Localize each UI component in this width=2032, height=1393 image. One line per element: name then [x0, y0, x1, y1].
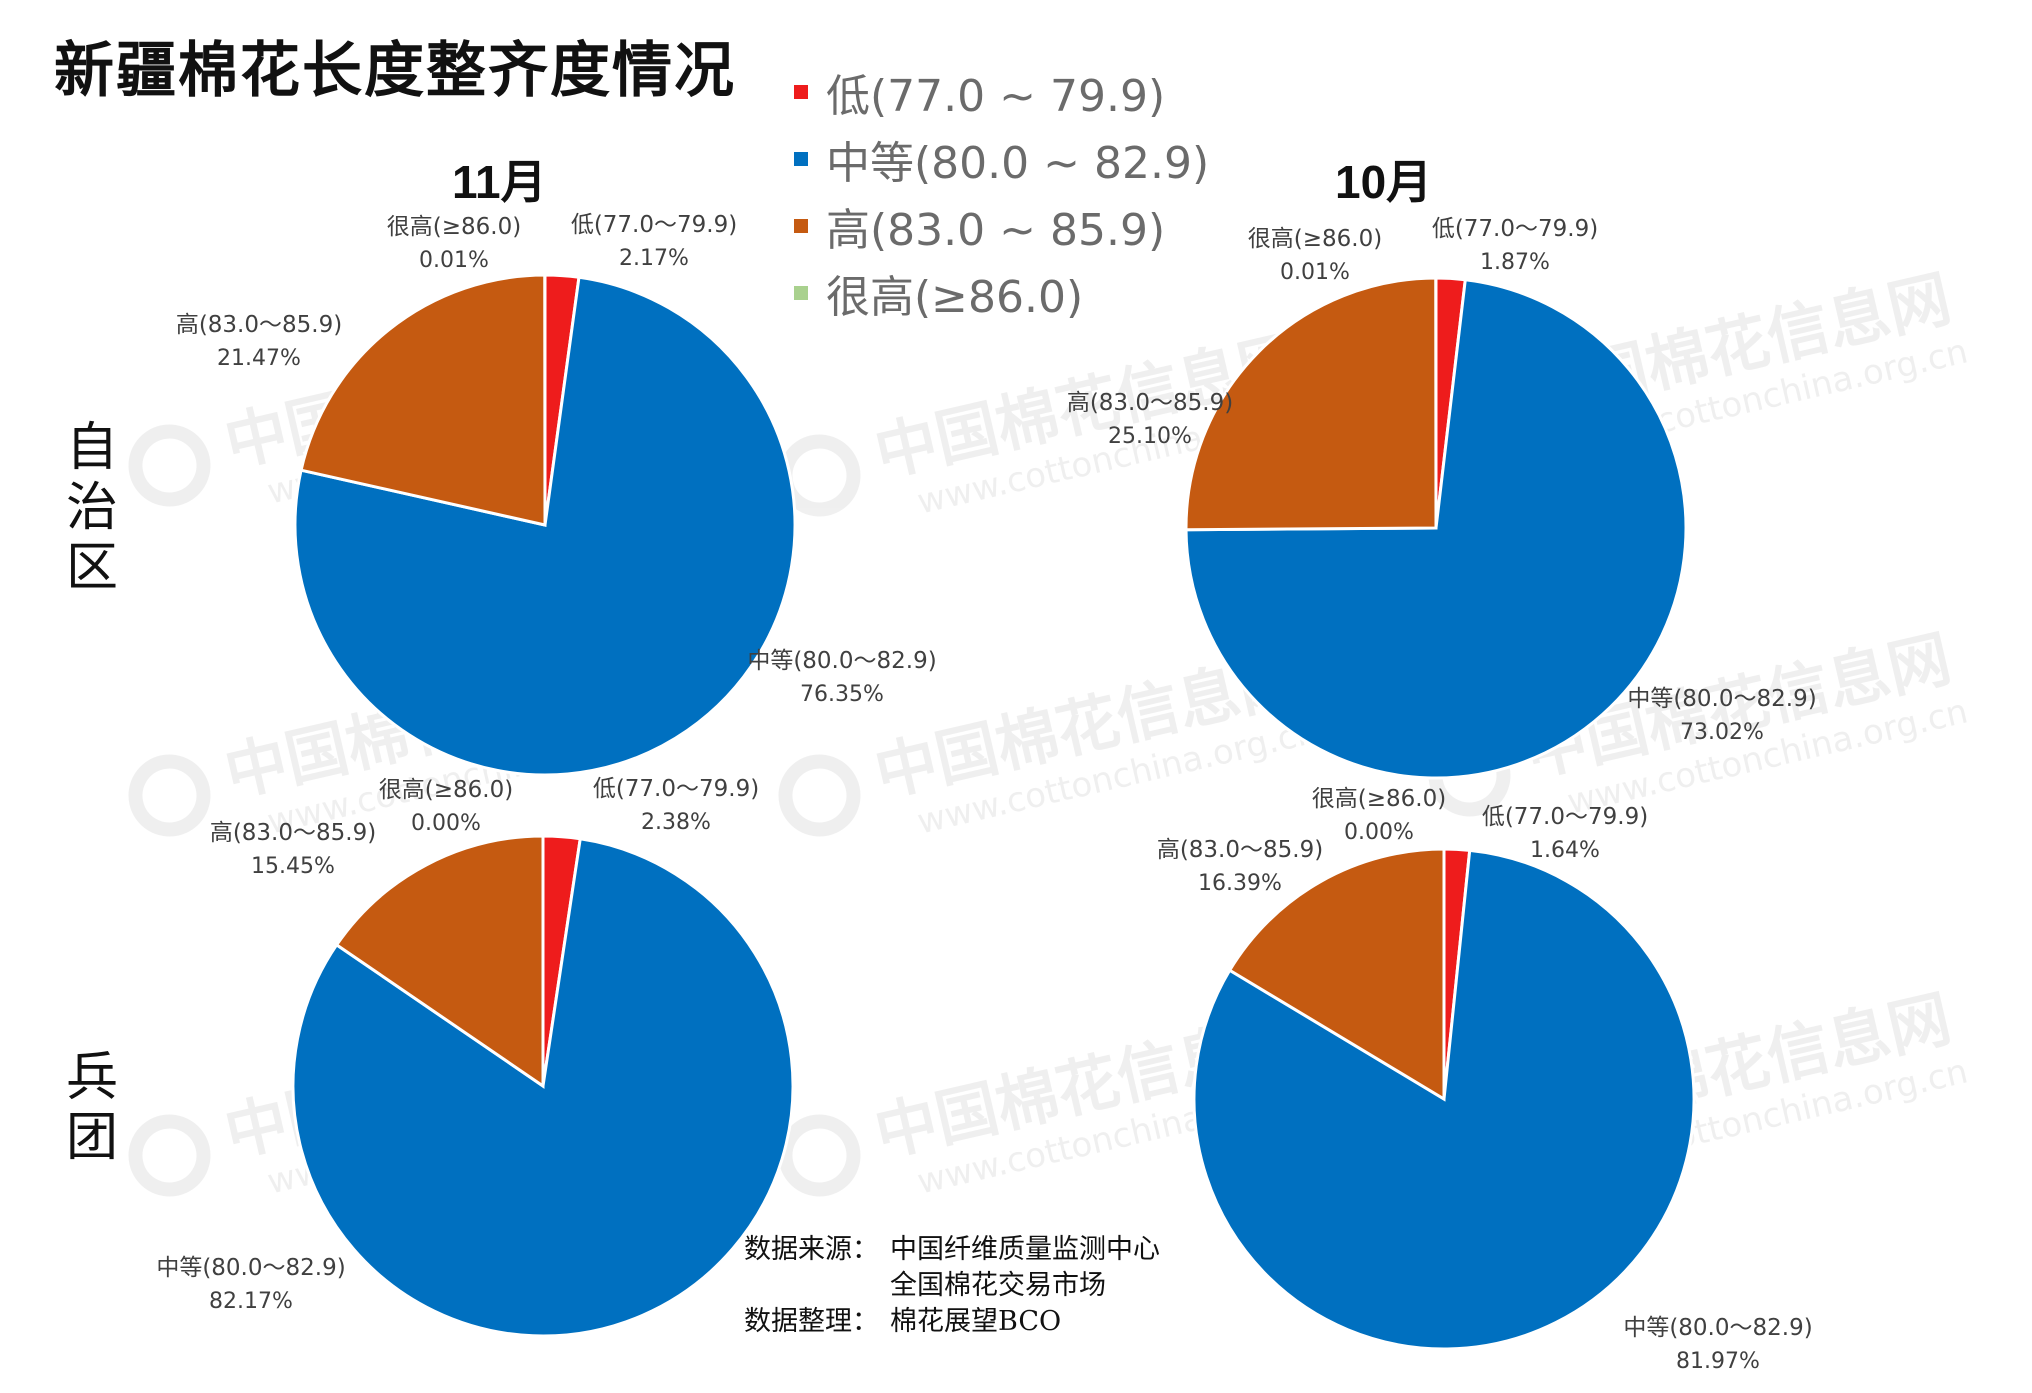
slice-value-label: 21.47% — [217, 346, 301, 371]
pie-chart: 低(77.0～79.9) 1.64% 中等(80.0～82.9) 81.97% 高(83… — [1157, 786, 1813, 1374]
pie-slice — [334, 834, 545, 1089]
row-label-text: 兵团 — [65, 1048, 118, 1168]
slice-value-label: 73.02% — [1680, 720, 1764, 745]
slice-value-label: 82.17% — [209, 1289, 293, 1314]
source-value: 全国棉花交易市场 — [890, 1270, 1106, 1301]
slice-value-label: 1.87% — [1480, 250, 1550, 275]
watermark-logo-icon — [778, 1114, 861, 1197]
slice-category-label: 中等(80.0～82.9) — [1623, 1315, 1812, 1341]
legend-label-low: 低(77.0 ~ 79.9) — [826, 70, 1166, 122]
slice-value-label: 2.17% — [619, 246, 689, 271]
data-source-note: 数据来源： 中国纤维质量监测中心 全国棉花交易市场 数据整理： 棉花展望BCO — [744, 1232, 1160, 1340]
slice-category-label: 中等(80.0～82.9) — [156, 1255, 345, 1281]
pie-slice — [1227, 847, 1446, 1102]
source-value: 棉花展望BCO — [890, 1306, 1062, 1337]
slice-value-label: 0.01% — [419, 248, 489, 273]
legend-item-low: 低(77.0 ~ 79.9) — [794, 58, 1209, 125]
pie-chart: 低(77.0～79.9) 2.38% 中等(80.0～82.9) 82.17% 高(83… — [156, 776, 795, 1338]
watermark-logo-icon — [778, 754, 861, 837]
slice-category-label: 高(83.0～85.9) — [1157, 837, 1323, 863]
source-row: 数据来源： 中国纤维质量监测中心 — [744, 1232, 1160, 1268]
slice-value-label: 25.10% — [1108, 424, 1192, 449]
slice-value-label: 16.39% — [1198, 871, 1282, 896]
row-label-autonomous-region: 自治区 — [62, 418, 122, 598]
watermark-logo-icon — [128, 754, 211, 837]
pie-chart: 低(77.0～79.9) 2.17% 中等(80.0～82.9) 76.35% 高(83… — [176, 212, 937, 777]
slice-category-label: 很高(≥86.0) — [379, 777, 513, 803]
row-label-bingtuan: 兵团 — [62, 1048, 122, 1168]
slice-category-label: 低(77.0～79.9) — [571, 212, 737, 238]
source-value: 中国纤维质量监测中心 — [890, 1234, 1160, 1265]
slice-category-label: 低(77.0～79.9) — [1482, 804, 1648, 830]
watermark-logo-icon — [128, 1114, 211, 1197]
slice-value-label: 0.00% — [411, 811, 481, 836]
slice-value-label: 15.45% — [251, 854, 335, 879]
pie-slice — [299, 273, 547, 527]
source-key: 数据整理： — [744, 1306, 879, 1337]
slice-value-label: 76.35% — [800, 682, 884, 707]
month-label-right: 10月 — [1335, 156, 1433, 208]
row-label-text: 自治区 — [65, 418, 118, 598]
slice-category-label: 中等(80.0～82.9) — [1627, 686, 1816, 712]
slice-category-label: 高(83.0～85.9) — [176, 312, 342, 338]
slice-category-label: 高(83.0～85.9) — [210, 820, 376, 846]
slice-value-label: 0.00% — [1344, 820, 1414, 845]
legend-label-medium: 中等(80.0 ~ 82.9) — [826, 137, 1210, 189]
slice-category-label: 很高(≥86.0) — [1248, 226, 1382, 252]
source-row: 数据整理： 棉花展望BCO — [744, 1304, 1160, 1340]
pie-layer: 低(77.0～79.9) 2.17% 中等(80.0～82.9) 76.35% 高(83… — [156, 212, 1816, 1374]
pie-slice — [1184, 276, 1438, 532]
slice-category-label: 中等(80.0～82.9) — [747, 648, 936, 674]
slice-category-label: 低(77.0～79.9) — [1432, 216, 1598, 242]
slice-category-label: 很高(≥86.0) — [1312, 786, 1446, 812]
legend-swatch-high — [794, 218, 808, 233]
pie-chart: 低(77.0～79.9) 1.87% 中等(80.0～82.9) 73.02% 高(83… — [1067, 216, 1817, 780]
legend-item-very-high: 很高(≥86.0) — [794, 259, 1209, 326]
slice-category-label: 高(83.0～85.9) — [1067, 390, 1233, 416]
source-key — [744, 1268, 890, 1304]
legend-label-high: 高(83.0 ~ 85.9) — [826, 204, 1166, 256]
legend: 低(77.0 ~ 79.9) 中等(80.0 ~ 82.9) 高(83.0 ~ … — [794, 58, 1209, 326]
slice-value-label: 0.01% — [1280, 260, 1350, 285]
slice-category-label: 低(77.0～79.9) — [593, 776, 759, 802]
legend-label-very-high: 很高(≥86.0) — [826, 271, 1084, 323]
slice-category-label: 很高(≥86.0) — [387, 214, 521, 240]
source-key: 数据来源： — [744, 1234, 879, 1265]
legend-swatch-medium — [794, 151, 808, 166]
legend-swatch-very-high — [794, 285, 808, 300]
page-title: 新疆棉花长度整齐度情况 — [54, 36, 736, 106]
slice-value-label: 81.97% — [1676, 1349, 1760, 1374]
legend-swatch-low — [794, 84, 808, 99]
month-label-left: 11月 — [452, 156, 547, 208]
source-row: 全国棉花交易市场 — [744, 1268, 1160, 1304]
legend-item-high: 高(83.0 ~ 85.9) — [794, 192, 1209, 259]
slice-value-label: 2.38% — [641, 810, 711, 835]
legend-item-medium: 中等(80.0 ~ 82.9) — [794, 125, 1209, 192]
slice-value-label: 1.64% — [1530, 838, 1600, 863]
watermark-logo-icon — [128, 424, 211, 507]
